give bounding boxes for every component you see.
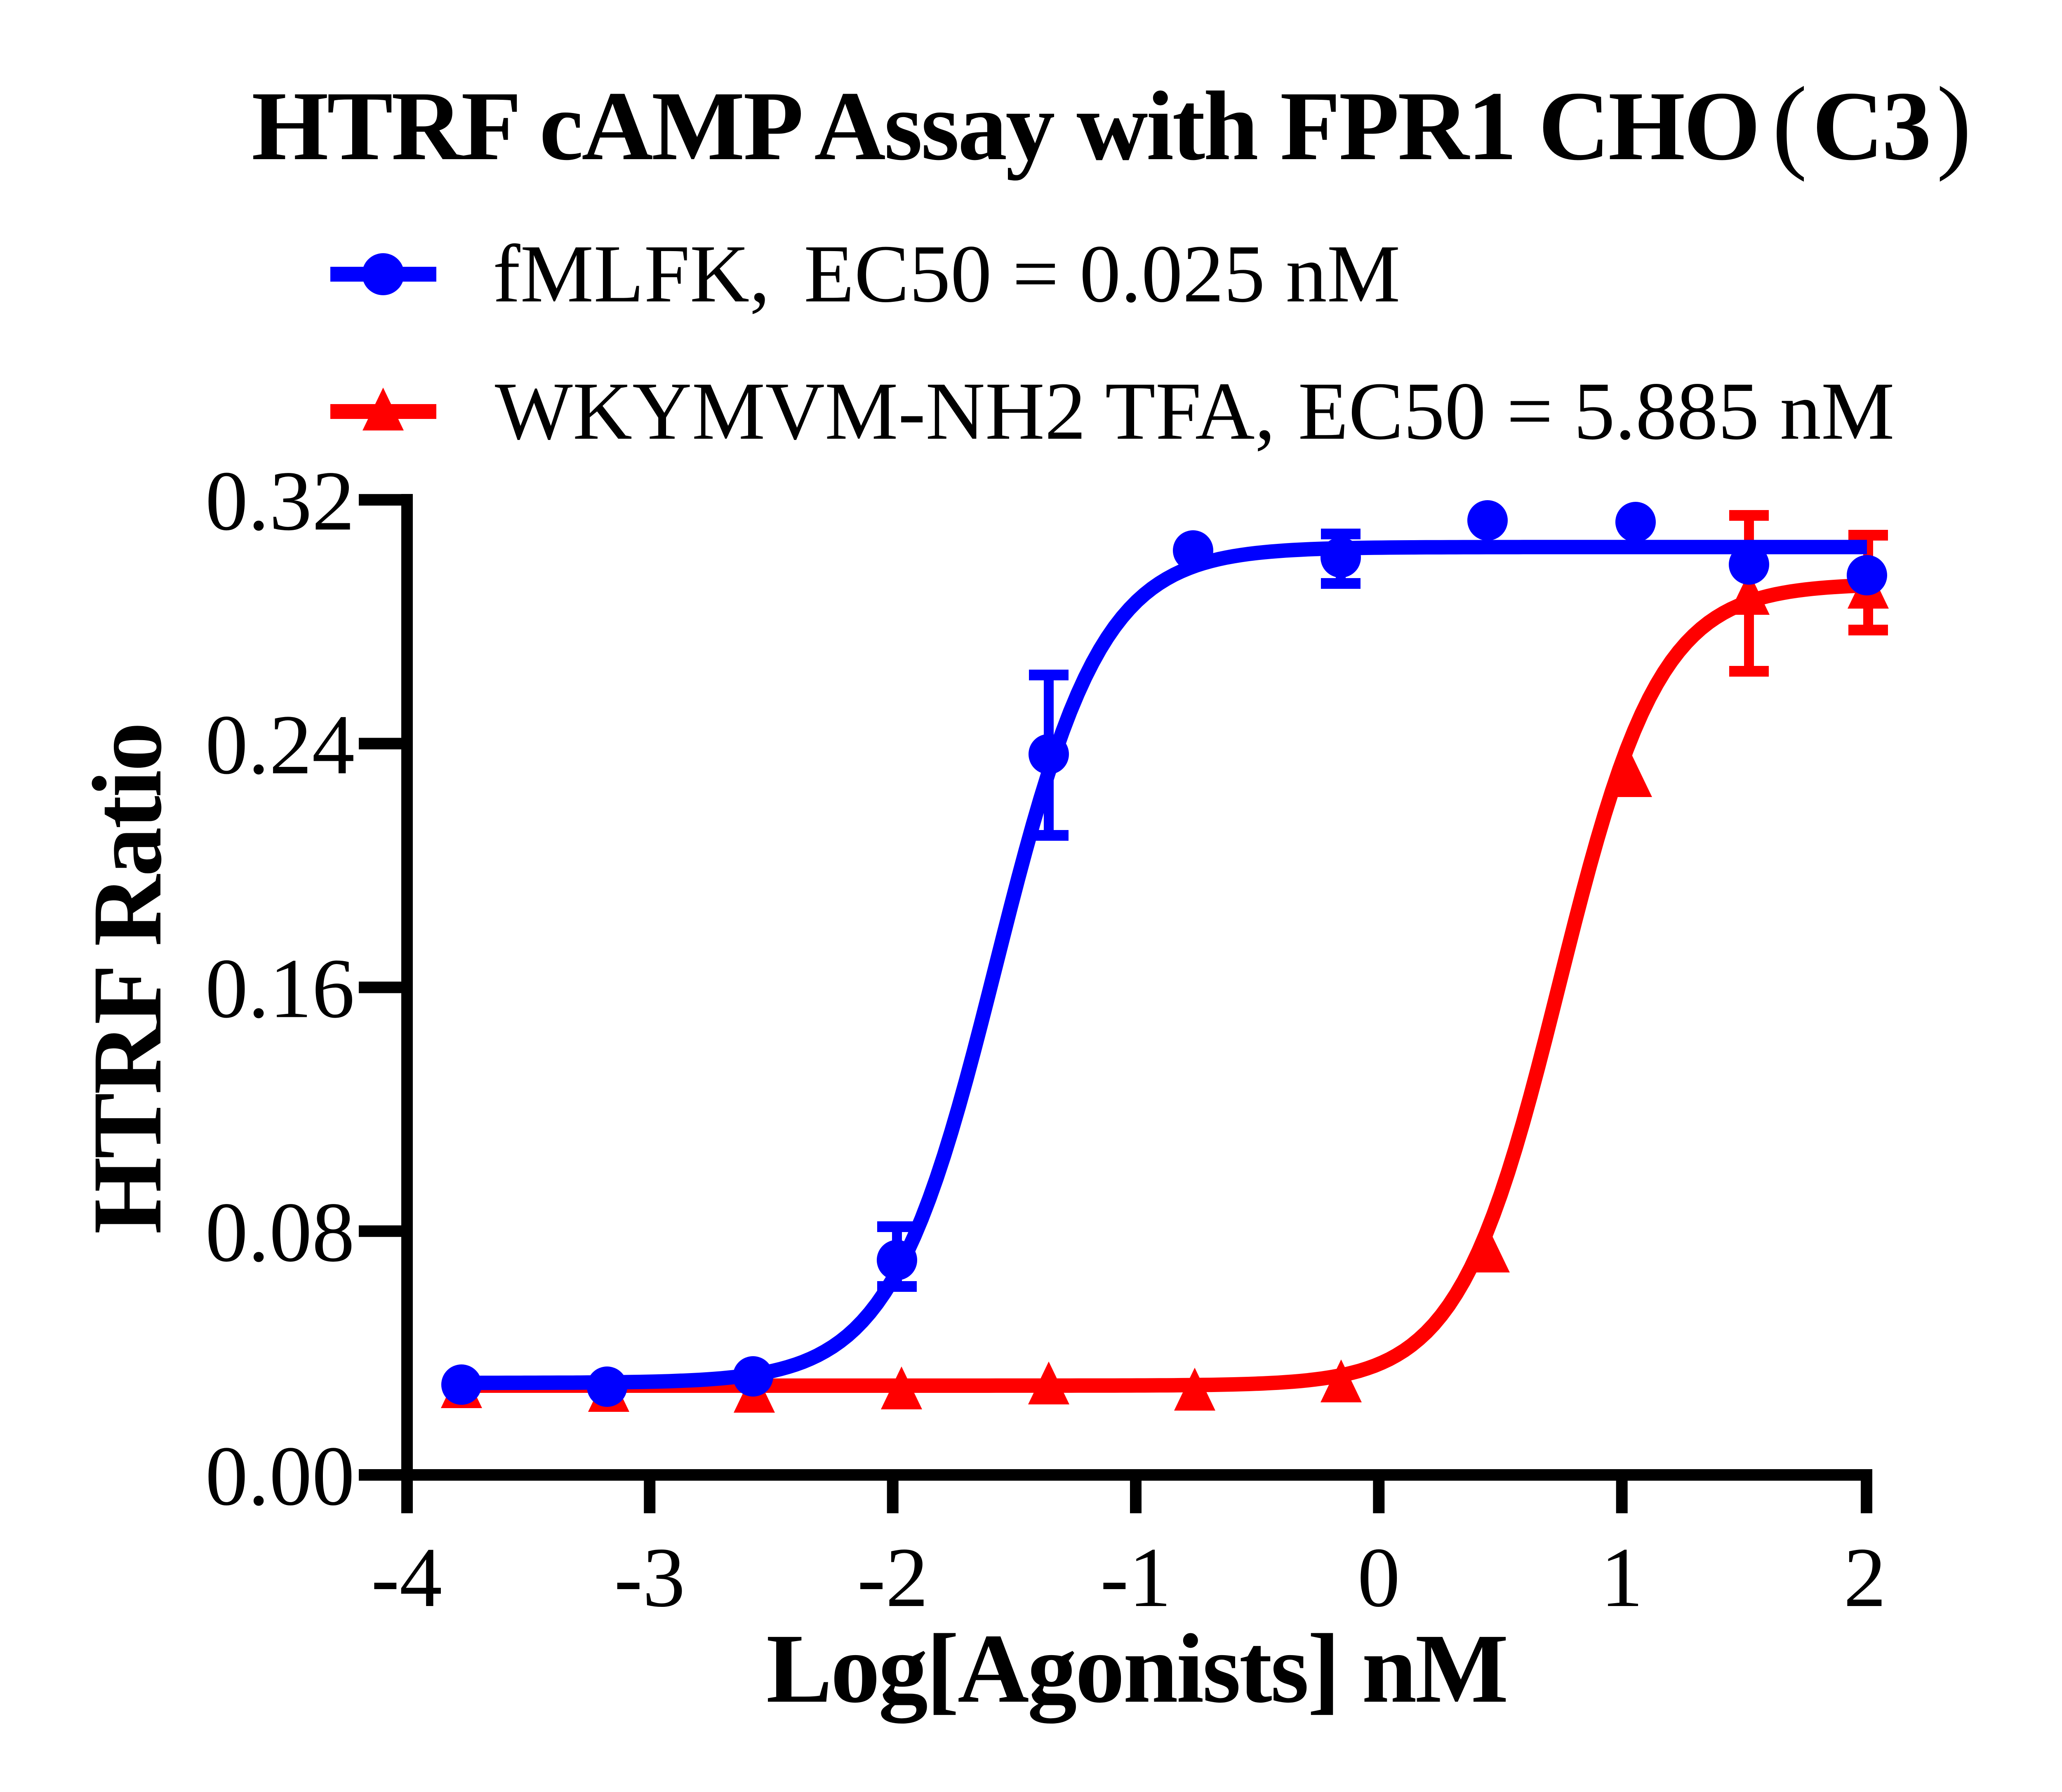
svg-text:WKYMVM-NH2 TFA,EC50 = 5.885 nM: WKYMVM-NH2 TFA, EC50 = 5.885 nM [495,366,1895,457]
svg-text:0: 0 [1358,1530,1401,1625]
svg-text:0.24: 0.24 [205,697,355,792]
svg-text:-3: -3 [614,1530,685,1625]
svg-text:0.08: 0.08 [205,1185,355,1279]
svg-text:HTRF Ratio: HTRF Ratio [72,724,182,1234]
svg-text:0.00: 0.00 [205,1429,355,1523]
svg-text:HTRF cAMP Assay with FPR1 CHO(: HTRF cAMP Assay with FPR1 CHO (C3) [252,66,1970,182]
svg-text:Log[Agonists] nM: Log[Agonists] nM [766,1613,1507,1724]
svg-text:fMLFK,EC50 = 0.025 nM: fMLFK, EC50 = 0.025 nM [493,228,1400,320]
svg-text:1: 1 [1601,1530,1643,1625]
svg-text:0.32: 0.32 [205,454,355,548]
svg-text:-1: -1 [1100,1530,1171,1625]
svg-text:-4: -4 [371,1530,442,1625]
svg-text:0.16: 0.16 [205,941,355,1036]
svg-text:-2: -2 [857,1530,928,1625]
svg-text:2: 2 [1843,1530,1886,1625]
